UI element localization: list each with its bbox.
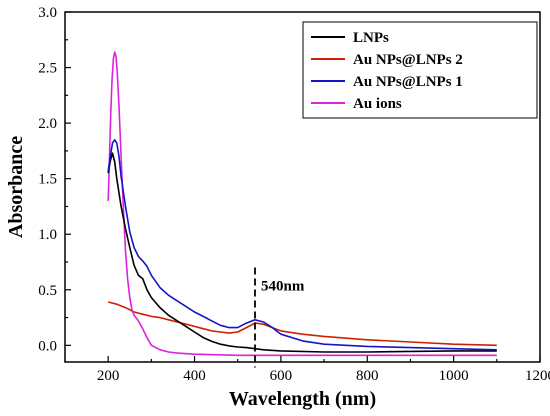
y-axis-title: Absorbance	[5, 136, 27, 238]
series-line-au-nps-lnps-2	[108, 301, 497, 347]
annotation-label: 540nm	[261, 279, 305, 295]
legend-label: Au ions	[353, 96, 402, 112]
x-tick-label: 1000	[439, 368, 469, 384]
x-tick-label: 400	[183, 368, 206, 384]
legend-label: Au NPs@LNPs 2	[353, 52, 463, 68]
plot-area	[107, 51, 497, 357]
y-tick-label: 1.5	[38, 172, 57, 188]
annotations: 540nm	[254, 267, 305, 368]
series-line-au-ions	[107, 51, 497, 357]
y-tick-label: 1.0	[38, 227, 57, 243]
x-tick-label: 200	[97, 368, 120, 384]
y-tick-label: 0.0	[38, 338, 57, 354]
y-tick-label: 3.0	[38, 5, 57, 21]
y-tick-label: 2.5	[38, 61, 57, 77]
y-tick-label: 2.0	[38, 116, 57, 132]
plot-frame	[64, 11, 541, 363]
y-tick-label: 0.5	[38, 283, 57, 299]
legend-label: Au NPs@LNPs 1	[353, 74, 463, 90]
series-line-lnps	[107, 152, 497, 353]
x-tick-label: 800	[356, 368, 379, 384]
x-axis-title: Wavelength (nm)	[229, 388, 376, 410]
legend-label: LNPs	[353, 30, 389, 46]
series-line-au-nps-lnps-1	[107, 139, 497, 351]
legend: LNPs Au NPs@LNPs 2 Au NPs@LNPs 1 Au ions	[302, 21, 538, 119]
x-tick-label: 600	[270, 368, 293, 384]
